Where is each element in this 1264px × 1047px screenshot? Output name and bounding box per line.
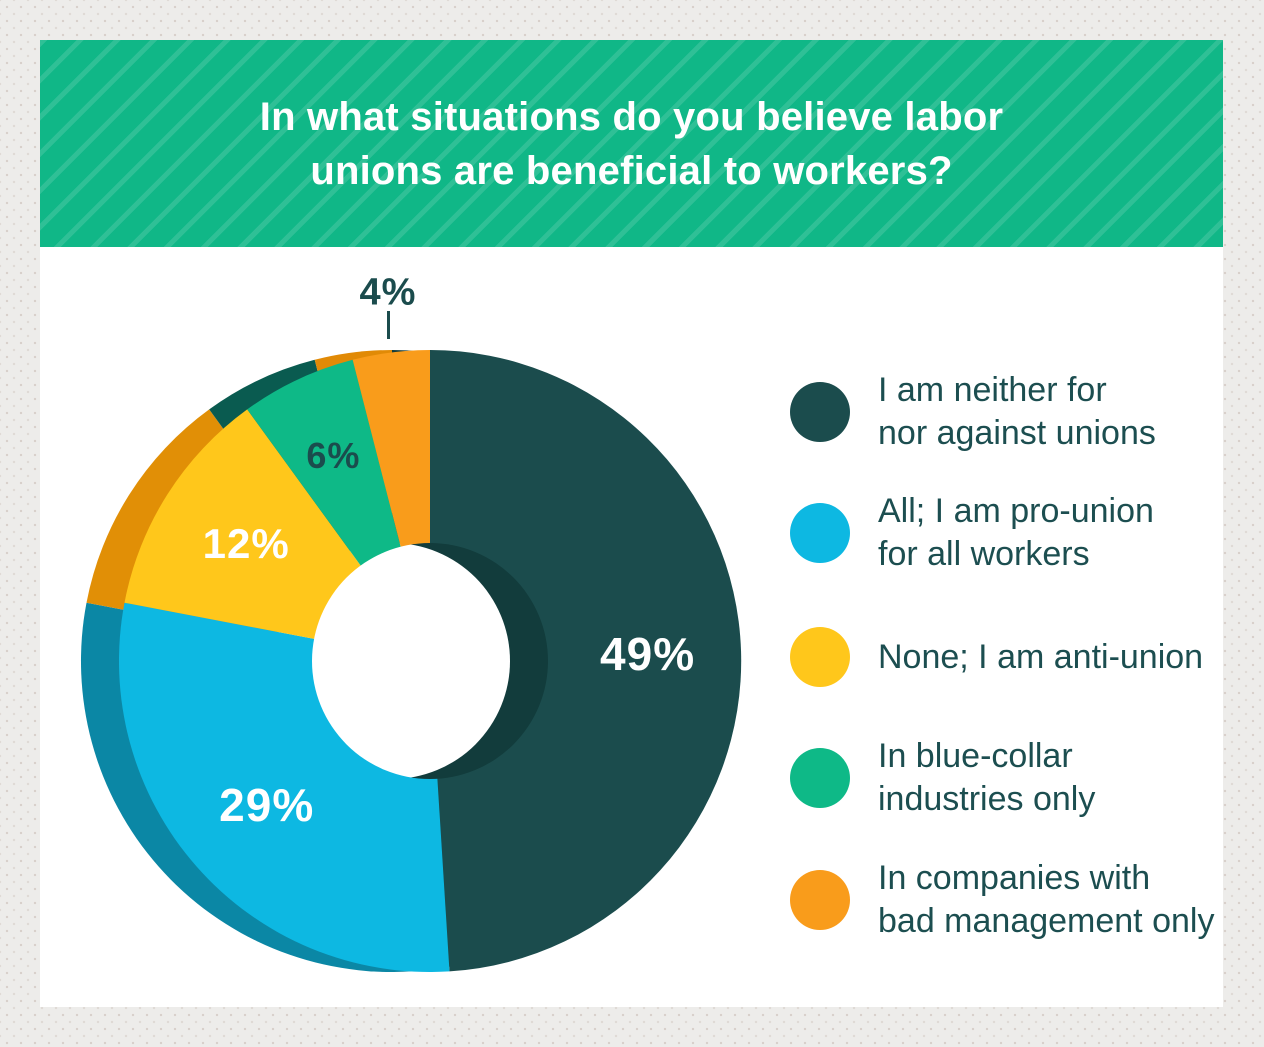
pie-slice-1 (118, 602, 450, 973)
pie-main-layer (118, 349, 742, 973)
slice-percent-label-1: 29% (219, 778, 315, 831)
page-title-line-1: In what situations do you believe labor (259, 94, 1004, 139)
slice-percent-label-0: 49% (600, 628, 696, 681)
slice-percent-label-3: 6% (306, 434, 361, 476)
slice-percent-label-2: 12% (202, 520, 290, 568)
slice-percent-label-4: 4% (359, 271, 417, 314)
page-title-line-2: unions are beneficial to workers? (310, 148, 953, 193)
pie-slice-0 (430, 349, 742, 972)
page-title: In what situations do you believe labor … (260, 90, 1003, 198)
pie-slice-4 (352, 350, 430, 661)
header-banner: In what situations do you believe labor … (40, 40, 1223, 247)
pie-slice-3 (247, 359, 430, 661)
pie-slice-2 (124, 409, 430, 661)
